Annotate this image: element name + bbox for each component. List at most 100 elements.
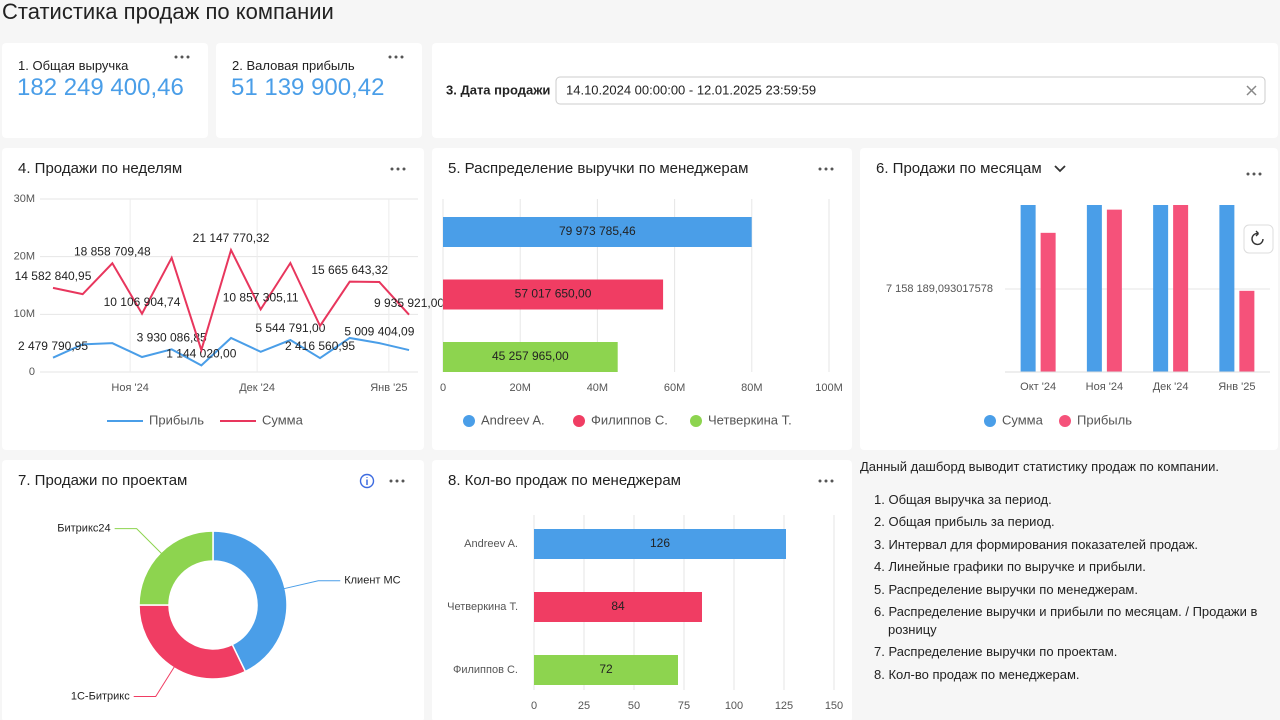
menu-button[interactable] (818, 479, 834, 483)
reset-icon (1251, 230, 1264, 246)
menu-button[interactable] (389, 479, 405, 483)
x-tick-label: 100M (815, 382, 843, 394)
bar (534, 529, 786, 559)
bar (1173, 205, 1189, 372)
notes-item: 7. Распределение выручки по проектам. (874, 644, 1118, 660)
data-label: 84 (611, 599, 625, 613)
x-tick-label: Янв '25 (1218, 381, 1255, 393)
data-label: 10 857 305,11 (223, 291, 299, 305)
widget-title: 5. Распределение выручки по менеджерам (448, 160, 748, 177)
date-input[interactable] (555, 76, 1266, 105)
menu-dot (830, 479, 834, 483)
legend-label: Прибыль (149, 412, 204, 427)
bar (1153, 205, 1169, 372)
y-tick-label: 7 158 189,093017578 (886, 283, 993, 295)
y-tick-label: 20M (14, 251, 35, 263)
legend-label: Филиппов С. (591, 412, 668, 427)
legend-label: Andreev A. (481, 412, 545, 427)
menu-button[interactable] (174, 55, 190, 59)
slice-label: 1С-Битрикс (71, 690, 130, 702)
data-label: 79 973 785,46 (559, 224, 636, 238)
reset-button[interactable] (1243, 224, 1274, 254)
series-line (52, 336, 410, 367)
chevron[interactable] (1054, 165, 1066, 173)
x-tick-label: Дек '24 (239, 382, 275, 394)
menu-dot (180, 55, 184, 59)
notes-item: 1. Общая выручка за период. (874, 492, 1052, 507)
x-tick-label: 125 (775, 700, 793, 712)
donut-slice (138, 530, 214, 606)
leader-line (114, 528, 164, 556)
menu-dot (395, 479, 399, 483)
data-label: 45 257 965,00 (492, 349, 569, 363)
data-label: 5 009 404,09 (344, 324, 414, 338)
bar (1040, 232, 1056, 372)
widget-title: 6. Продажи по месяцам (876, 160, 1042, 177)
menu-dot (396, 167, 400, 171)
legend-swatch (690, 415, 702, 427)
menu-dot (818, 479, 822, 483)
x-tick-label: Окт '24 (1020, 381, 1056, 393)
notes-item: 3. Интервал для формирования показателей… (874, 536, 1199, 552)
panel (2, 148, 424, 450)
x-tick-label: 100 (725, 700, 743, 712)
menu-button[interactable] (390, 167, 406, 171)
x-tick-label: 80M (741, 382, 762, 394)
data-label: 18 858 709,48 (74, 244, 151, 258)
bar (1219, 205, 1235, 372)
menu-dot (830, 167, 834, 171)
data-label: 72 (599, 662, 613, 676)
kpi-value: 182 249 400,46 (17, 74, 184, 101)
legend-swatch (463, 415, 475, 427)
x-tick-label: 0 (531, 700, 537, 712)
data-label: 10 106 904,74 (104, 295, 181, 309)
data-label: 21 147 770,32 (193, 231, 270, 245)
menu-dot (818, 167, 822, 171)
info-icon[interactable] (359, 473, 375, 489)
menu-dot (186, 55, 190, 59)
widget-title: 7. Продажи по проектам (18, 472, 187, 489)
x-tick-label: 75 (678, 700, 690, 712)
bar (443, 217, 752, 247)
filter-value[interactable]: 14.10.2024 00:00:00 - 12.01.2025 23:59:5… (566, 82, 816, 97)
slice-label: Клиент МС (344, 575, 400, 587)
series-line (52, 247, 410, 354)
panel (2, 460, 424, 720)
bar (1086, 205, 1102, 372)
x-tick-label: 25 (578, 700, 590, 712)
menu-button[interactable] (388, 55, 404, 59)
menu-button[interactable] (818, 167, 834, 171)
x-tick-label: 50 (628, 700, 640, 712)
data-label: 15 665 643,32 (311, 263, 388, 277)
notes-intro: Данный дашборд выводит статистику продаж… (860, 459, 1219, 474)
legend-swatch (984, 415, 996, 427)
menu-dot (390, 167, 394, 171)
notes-item: 6. Распределение выручки и прибыли по ме… (874, 603, 1258, 637)
data-label: 126 (650, 536, 670, 550)
page-title: Статистика продаж по компании (2, 0, 334, 24)
kpi-label: 2. Валовая прибыль (232, 58, 355, 73)
menu-dot (401, 479, 405, 483)
x-tick-label: 150 (825, 700, 843, 712)
y-tick-label: 10M (14, 308, 35, 320)
menu-dot (824, 167, 828, 171)
x-tick-label: Янв '25 (370, 382, 407, 394)
panel (216, 43, 422, 138)
kpi-label: 1. Общая выручка (18, 58, 129, 73)
bar (534, 592, 702, 622)
legend-label: Прибыль (1077, 412, 1132, 427)
menu-dot (402, 167, 406, 171)
clear-icon[interactable] (1246, 85, 1257, 96)
menu-dot (400, 55, 404, 59)
bar (1239, 290, 1255, 372)
notes: Данный дашборд выводит статистику продаж… (860, 458, 1265, 684)
leader-line (133, 664, 177, 698)
menu-button[interactable] (1246, 172, 1262, 176)
y-tick-label: Четверкина Т. (447, 601, 518, 613)
legend-label: Четверкина Т. (708, 412, 792, 427)
y-tick-label: Филиппов С. (453, 664, 518, 676)
data-label: 57 017 650,00 (515, 287, 592, 301)
data-label: 9 935 921,00 (374, 296, 444, 310)
menu-dot (389, 479, 393, 483)
